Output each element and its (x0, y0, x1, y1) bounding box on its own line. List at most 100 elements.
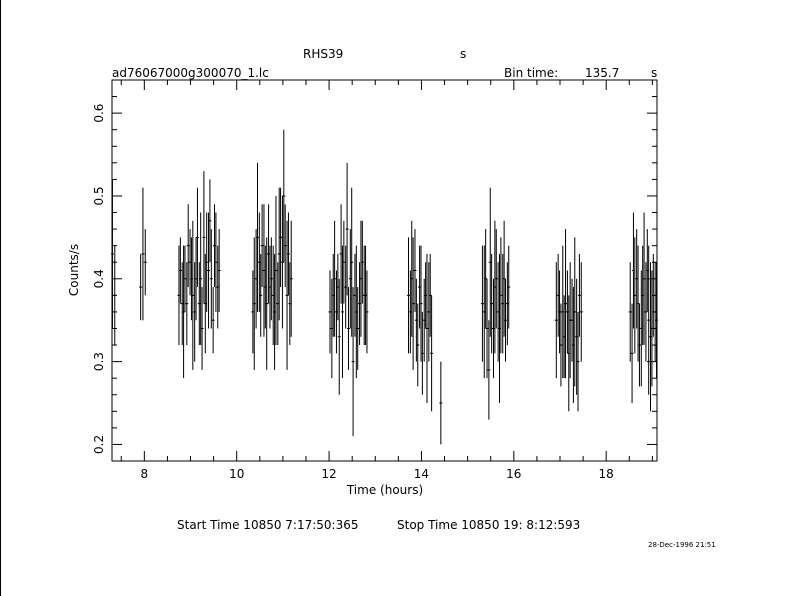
data-point (416, 303, 420, 387)
data-point (490, 253, 494, 354)
data-point (211, 287, 215, 354)
data-point (365, 270, 369, 354)
data-point (576, 311, 580, 412)
data-point (360, 220, 364, 304)
data-point (274, 195, 278, 346)
file-name: ad76067000g300070_1.lc (112, 66, 269, 80)
y-tick-label: 0.4 (92, 269, 106, 288)
x-tick-label: 16 (506, 467, 521, 481)
data-point (214, 212, 218, 312)
y-tick-label: 0.5 (92, 186, 106, 205)
data-point (289, 220, 293, 337)
data-point (328, 270, 332, 354)
bin-time-value: 135.7 (585, 66, 620, 80)
data-point (283, 204, 287, 288)
data-point (356, 287, 360, 370)
data-point (195, 187, 199, 288)
data-point (143, 229, 147, 296)
data-point (499, 237, 503, 354)
data-point (282, 129, 286, 263)
data-point (183, 245, 187, 312)
data-point (333, 220, 337, 337)
data-point (411, 237, 415, 370)
data-point (647, 245, 651, 395)
data-points (110, 129, 659, 445)
data-point (642, 212, 646, 346)
data-point (485, 278, 489, 379)
data-point (559, 303, 563, 387)
data-point (209, 229, 213, 329)
data-point (259, 253, 263, 337)
data-point (186, 204, 190, 288)
data-point (205, 212, 209, 312)
data-point (480, 245, 484, 362)
data-point (207, 212, 211, 329)
data-point (487, 320, 491, 420)
x-axis-label: Time (hours) (346, 483, 423, 497)
data-point (199, 212, 203, 346)
data-point (637, 303, 641, 387)
data-point (573, 237, 577, 387)
data-point (350, 187, 354, 337)
top-unit: s (460, 47, 467, 61)
data-point (577, 253, 581, 337)
data-point (407, 237, 411, 354)
data-point (564, 229, 568, 379)
x-tick-label: 18 (599, 467, 614, 481)
data-point (217, 229, 221, 312)
data-point (185, 262, 189, 346)
data-point (439, 361, 443, 445)
data-point (425, 253, 429, 404)
data-point (202, 171, 206, 304)
data-point (630, 303, 634, 404)
data-point (628, 262, 632, 362)
data-point (269, 237, 273, 321)
y-tick-label: 0.3 (92, 352, 106, 371)
data-point (651, 253, 655, 337)
data-point (252, 237, 256, 370)
data-point (279, 187, 283, 288)
data-point (554, 262, 558, 379)
data-point (430, 295, 434, 412)
tick-labels: 8 10 12 14 16 18 0.2 0.3 0.4 0.5 0.6 (92, 104, 614, 481)
y-tick-label: 0.2 (92, 435, 106, 454)
data-point (633, 237, 637, 354)
data-point (351, 287, 355, 437)
x-tick-label: 8 (141, 467, 149, 481)
page-border (0, 0, 1, 596)
bin-time-label: Bin time: (504, 66, 559, 80)
plot-date: 28-Dec-1996 21:51 (648, 541, 716, 549)
data-point (200, 287, 204, 370)
y-tick-label: 0.6 (92, 104, 106, 123)
data-point (340, 245, 344, 379)
stop-time: Stop Time 10850 19: 8:12:593 (397, 518, 581, 532)
data-point (139, 253, 143, 321)
data-point (110, 179, 114, 329)
start-time: Start Time 10850 7:17:50:365 (177, 518, 359, 532)
data-point (346, 287, 350, 370)
data-point (208, 179, 212, 263)
data-point (579, 262, 583, 362)
data-point (345, 162, 349, 296)
data-point (413, 229, 417, 312)
data-point (655, 262, 659, 379)
data-point (337, 278, 341, 395)
data-point (113, 245, 117, 346)
x-tick-label: 12 (321, 467, 336, 481)
data-point (141, 187, 145, 321)
data-point (342, 220, 346, 304)
data-point (265, 237, 269, 370)
data-point (504, 278, 508, 362)
data-point (260, 204, 264, 288)
data-point (419, 245, 423, 362)
object-name: RHS39 (303, 47, 344, 61)
data-point (255, 162, 259, 312)
data-point (494, 229, 498, 329)
data-point (178, 237, 182, 304)
data-point (191, 220, 195, 370)
x-tick-label: 10 (229, 467, 244, 481)
y-axis-label: Counts/s (67, 244, 81, 296)
bin-time-unit: s (651, 66, 658, 80)
data-point (420, 311, 424, 395)
